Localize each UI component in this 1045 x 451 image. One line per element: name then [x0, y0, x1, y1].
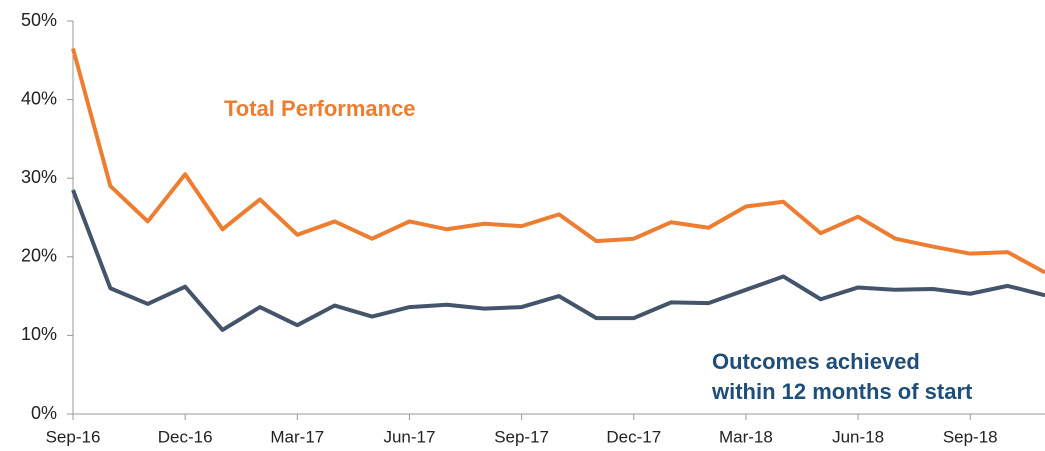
x-tick-label: Jun-18	[832, 427, 884, 446]
annotation: within 12 months of start	[711, 379, 973, 404]
x-tick-label: Sep-17	[494, 427, 549, 446]
y-tick-label: 30%	[21, 167, 57, 187]
y-tick-label: 20%	[21, 246, 57, 266]
series-line	[71, 47, 1045, 275]
y-tick-label: 10%	[21, 324, 57, 344]
x-tick-label: Sep-18	[943, 427, 998, 446]
y-tick-label: 50%	[21, 10, 57, 30]
x-tick-label: Mar-17	[270, 427, 324, 446]
x-tick-label: Mar-18	[719, 427, 773, 446]
annotation: Total Performance	[224, 96, 416, 121]
series-line	[71, 189, 1045, 332]
x-tick-label: Jun-17	[383, 427, 435, 446]
x-tick-label: Dec-17	[606, 427, 661, 446]
annotation: Outcomes achieved	[712, 349, 920, 374]
x-tick-label: Dec-16	[158, 427, 213, 446]
y-tick-label: 0%	[31, 403, 57, 423]
x-tick-label: Sep-16	[46, 427, 101, 446]
y-tick-label: 40%	[21, 88, 57, 108]
